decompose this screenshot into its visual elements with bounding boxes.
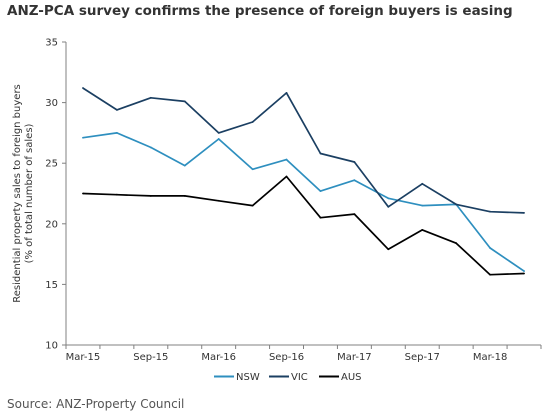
data-point-aus <box>523 272 525 275</box>
data-point-nsw <box>251 168 254 171</box>
data-point-aus <box>149 195 152 197</box>
data-point-nsw <box>217 138 220 140</box>
data-point-vic <box>285 92 288 94</box>
legend: NSW VIC AUS <box>214 372 362 383</box>
legend-label-vic: VIC <box>291 372 308 383</box>
data-point-nsw <box>421 204 424 207</box>
data-point-aus <box>115 193 118 196</box>
data-point-nsw <box>489 247 492 249</box>
data-point-nsw <box>115 132 118 134</box>
data-point-aus <box>353 213 356 216</box>
source-note: Source: ANZ-Property Council <box>7 397 185 411</box>
y-axis: 10 15 20 25 30 35 <box>45 38 67 352</box>
x-tick-label: Mar-18 <box>473 352 508 363</box>
data-point-aus <box>421 228 424 231</box>
y-axis-title-line: Residential property sales to foreign bu… <box>12 84 23 303</box>
data-point-vic <box>319 152 322 155</box>
y-tick-label: 25 <box>45 159 58 170</box>
x-tick-label: Mar-16 <box>201 352 236 363</box>
y-axis-title: Residential property sales to foreign bu… <box>12 84 35 303</box>
data-point-vic <box>489 210 492 213</box>
x-axis: Mar-15 Sep-15 Mar-16 Sep-16 Mar-17 Sep-17 Mar-… <box>65 344 542 363</box>
data-point-vic <box>523 211 525 214</box>
data-point-aus <box>455 242 458 245</box>
data-point-vic <box>455 203 458 206</box>
data-point-vic <box>421 182 424 185</box>
y-axis-title-line: (% of total number of sales) <box>24 123 35 263</box>
data-point-aus <box>319 216 322 219</box>
data-point-vic <box>183 100 186 103</box>
x-tick-label: Mar-17 <box>337 352 372 363</box>
series-line-nsw <box>82 132 525 272</box>
y-tick-label: 20 <box>45 219 58 230</box>
data-point-nsw <box>319 190 322 192</box>
data-point-nsw <box>285 158 288 161</box>
data-point-vic <box>217 132 220 134</box>
data-point-aus <box>217 199 220 202</box>
data-point-aus <box>183 195 186 197</box>
y-tick-label: 10 <box>45 341 58 352</box>
y-tick-label: 30 <box>45 98 58 109</box>
data-point-vic <box>82 87 84 89</box>
x-tick-label: Mar-15 <box>66 352 101 363</box>
series-line-aus <box>82 175 525 276</box>
data-point-aus <box>251 204 254 207</box>
data-point-vic <box>387 205 390 208</box>
data-point-vic <box>115 108 118 111</box>
x-tick-label: Sep-16 <box>269 352 304 363</box>
y-tick-label: 15 <box>45 280 58 291</box>
x-tick-label: Sep-17 <box>405 352 440 363</box>
legend-label-aus: AUS <box>341 372 362 383</box>
chart-title: ANZ-PCA survey confirms the presence of … <box>7 3 513 19</box>
data-point-nsw <box>353 179 356 182</box>
data-point-aus <box>82 192 84 195</box>
data-point-aus <box>387 248 390 251</box>
data-point-nsw <box>387 197 390 200</box>
y-tick-label: 35 <box>45 38 58 49</box>
series-lines <box>82 87 525 276</box>
data-point-nsw <box>82 136 84 139</box>
x-tick-label: Sep-15 <box>133 352 168 363</box>
legend-label-nsw: NSW <box>236 372 260 383</box>
data-point-nsw <box>183 164 186 167</box>
data-point-vic <box>251 121 254 123</box>
series-line-vic <box>82 87 525 214</box>
data-point-nsw <box>149 146 152 149</box>
data-point-aus <box>285 175 288 178</box>
data-point-nsw <box>523 270 525 272</box>
data-point-vic <box>149 96 152 99</box>
data-point-aus <box>489 273 492 276</box>
data-point-vic <box>353 161 356 163</box>
